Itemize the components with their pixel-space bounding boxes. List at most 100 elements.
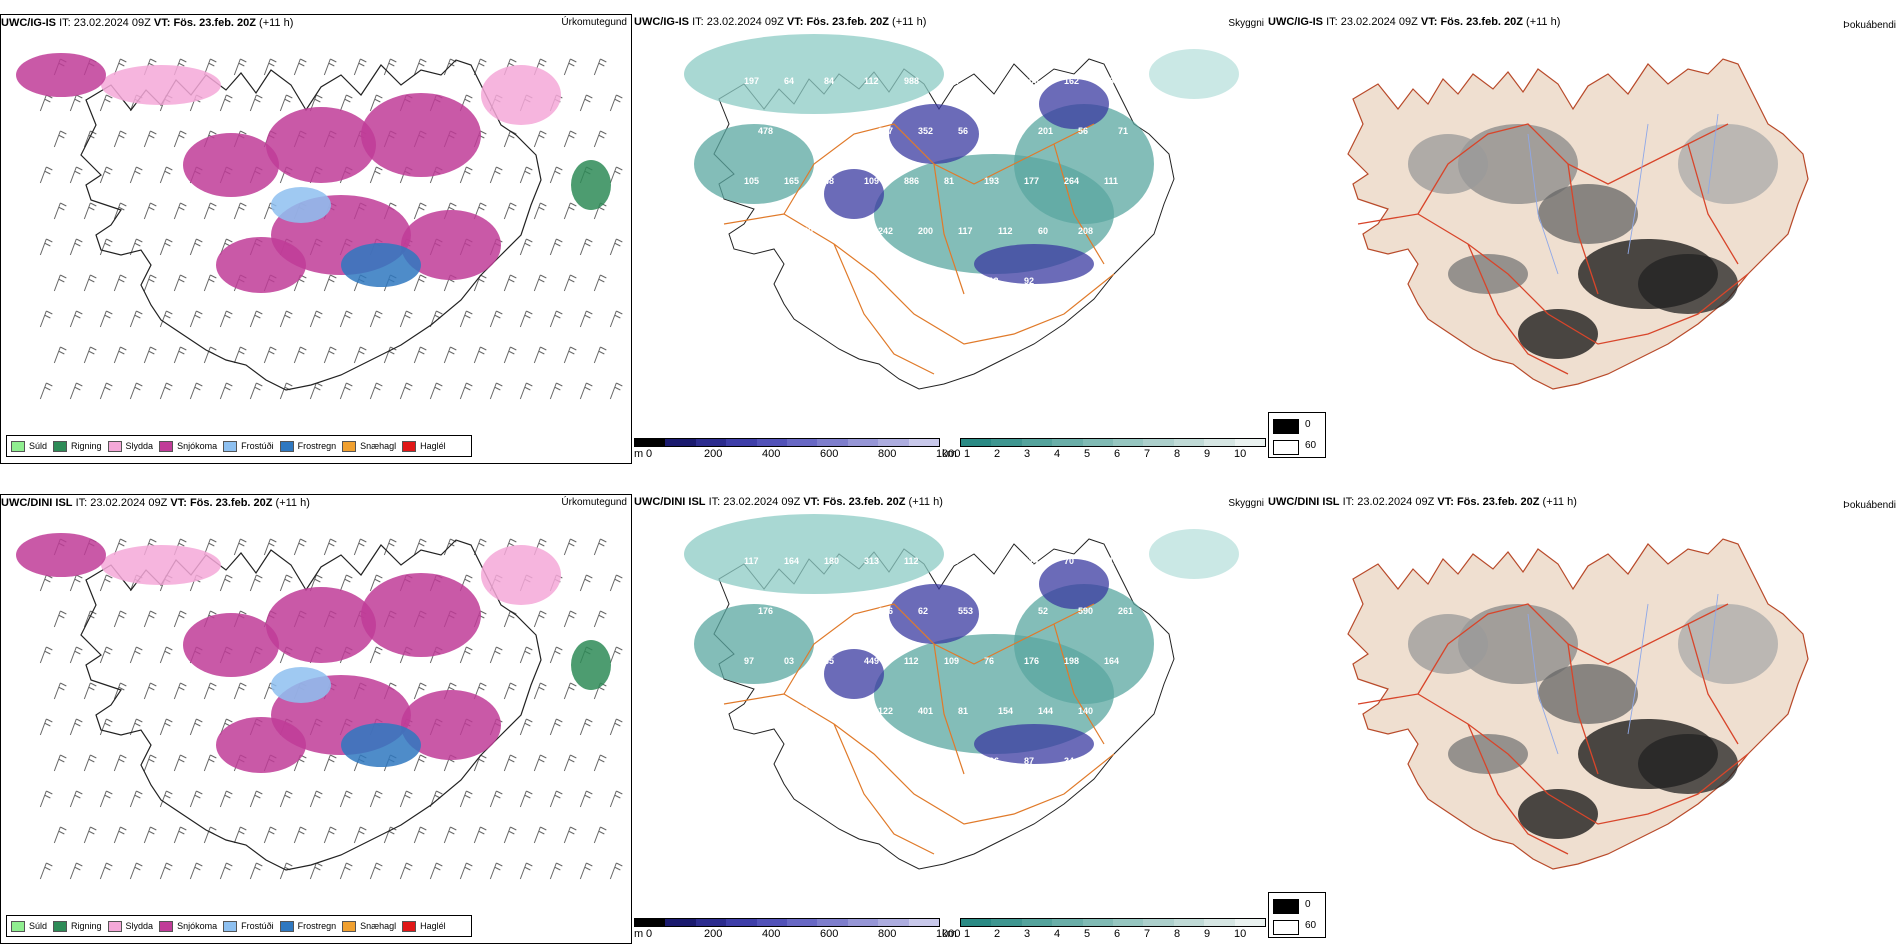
colorbar-step	[961, 439, 992, 446]
visibility-colorbar	[960, 438, 1266, 447]
legend-swatch	[402, 440, 417, 452]
rivers	[1527, 113, 1719, 275]
wind-barb	[563, 754, 577, 772]
cloudbase-value: 81	[864, 276, 874, 286]
wind-barb	[323, 538, 337, 556]
wind-barb	[399, 310, 413, 328]
cloudbase-value: 135	[1104, 76, 1119, 86]
fog-area	[1448, 254, 1528, 294]
colorbar-step	[1173, 439, 1205, 446]
visibility-area	[684, 34, 944, 114]
colorbar-tick: 400	[762, 448, 781, 460]
colorbar-step	[908, 919, 940, 926]
colorbar-tick: 1	[964, 448, 971, 460]
cloudbase-value: 70	[1064, 556, 1074, 566]
colorbar-tick: 5	[1084, 448, 1091, 460]
field-name: Skyggni	[1228, 498, 1264, 509]
wind-barb	[129, 790, 143, 808]
fog-area	[1538, 664, 1638, 724]
cloudbase-colorbar	[634, 438, 940, 447]
wind-barb	[549, 166, 563, 184]
wind-barb	[579, 862, 593, 880]
precip-area	[266, 587, 376, 663]
cloudbase-value: 117	[958, 226, 973, 236]
legend-label: Rigning	[71, 921, 102, 931]
wind-barb	[323, 826, 337, 844]
road	[1467, 723, 1569, 855]
wind-barb	[549, 862, 563, 880]
wind-barb	[69, 94, 83, 112]
cloudbase-value: 114	[1024, 556, 1039, 566]
cloudbase-value: 242	[878, 226, 893, 236]
fog-map	[1347, 538, 1809, 870]
fog-legend-swatch	[1273, 899, 1299, 914]
precip-area	[361, 573, 481, 657]
iceland-outline	[80, 539, 542, 871]
cloudbase-values: 117 164 180 313 112 150 89 114 70 116 176 464 180 186…	[744, 556, 1133, 766]
wind-barb	[83, 130, 97, 148]
wind-barb	[533, 826, 547, 844]
colorbar-step	[878, 919, 909, 926]
precip-area	[216, 237, 306, 293]
wind-barb	[413, 538, 427, 556]
panel-header: UWC/IG-IS IT: 23.02.2024 09Z VT: Fös. 23…	[1, 17, 294, 29]
fog-map	[1347, 58, 1809, 390]
visibility-area	[889, 104, 979, 164]
visibility-area	[889, 584, 979, 644]
wind-barb	[383, 826, 397, 844]
cloudbase-value: 84	[824, 76, 834, 86]
cloudbase-value: 186	[878, 606, 893, 616]
legend-item: Frostregn	[279, 440, 336, 452]
wind-barb	[473, 754, 487, 772]
cloudbase-value: 56	[904, 756, 914, 766]
cloudbase-value: 76	[984, 656, 994, 666]
wind-barb	[383, 58, 397, 76]
road	[723, 693, 1115, 825]
wind-barb	[369, 862, 383, 880]
cloudbase-value: 206	[984, 756, 999, 766]
wind-barb	[129, 310, 143, 328]
wind-barb	[519, 646, 533, 664]
colorbar-step	[665, 919, 696, 926]
wind-barb	[533, 202, 547, 220]
field-name: Úrkomutegund	[561, 497, 627, 508]
wind-barb	[413, 682, 427, 700]
wind-barb	[533, 754, 547, 772]
cloudbase-value: 88	[824, 756, 834, 766]
wind-barb	[189, 862, 203, 880]
cloudbase-value: 140	[1078, 706, 1093, 716]
wind-barb	[53, 826, 67, 844]
wind-barb	[429, 382, 443, 400]
legend-swatch	[279, 440, 294, 452]
cloudbase-value: 197	[744, 76, 759, 86]
precip-area	[183, 613, 279, 677]
wind-barb	[83, 754, 97, 772]
cloudbase-value: 264	[1064, 176, 1079, 186]
wind-barb	[489, 382, 503, 400]
cloudbase-value: 92	[1024, 276, 1034, 286]
legend-swatch	[53, 440, 68, 452]
wind-barb	[263, 346, 277, 364]
legend-swatch	[159, 440, 174, 452]
cloudbase-value: 165	[784, 176, 799, 186]
wind-barb	[39, 574, 53, 592]
cloudbase-value: 176	[1024, 656, 1039, 666]
cloudbase-value: 65	[824, 656, 834, 666]
rivers	[1527, 593, 1719, 755]
cloudbase-value: 87	[1024, 756, 1034, 766]
wind-barb	[533, 610, 547, 628]
fog-area	[1638, 734, 1738, 794]
visibility-areas	[684, 514, 1239, 764]
wind-barb	[69, 238, 83, 256]
wind-barb	[69, 718, 83, 736]
wind-barb	[489, 862, 503, 880]
legend-swatch	[342, 920, 357, 932]
wind-barb	[609, 862, 623, 880]
precip-area	[216, 717, 306, 773]
cloudbase-value: 93	[864, 756, 874, 766]
colorbar-step	[695, 919, 727, 926]
cloudbase-value: 134	[944, 76, 959, 86]
legend-label: Slydda	[125, 441, 154, 451]
fog-legend: 0 60	[1268, 892, 1326, 938]
colorbar-tick: 4	[1054, 448, 1061, 460]
